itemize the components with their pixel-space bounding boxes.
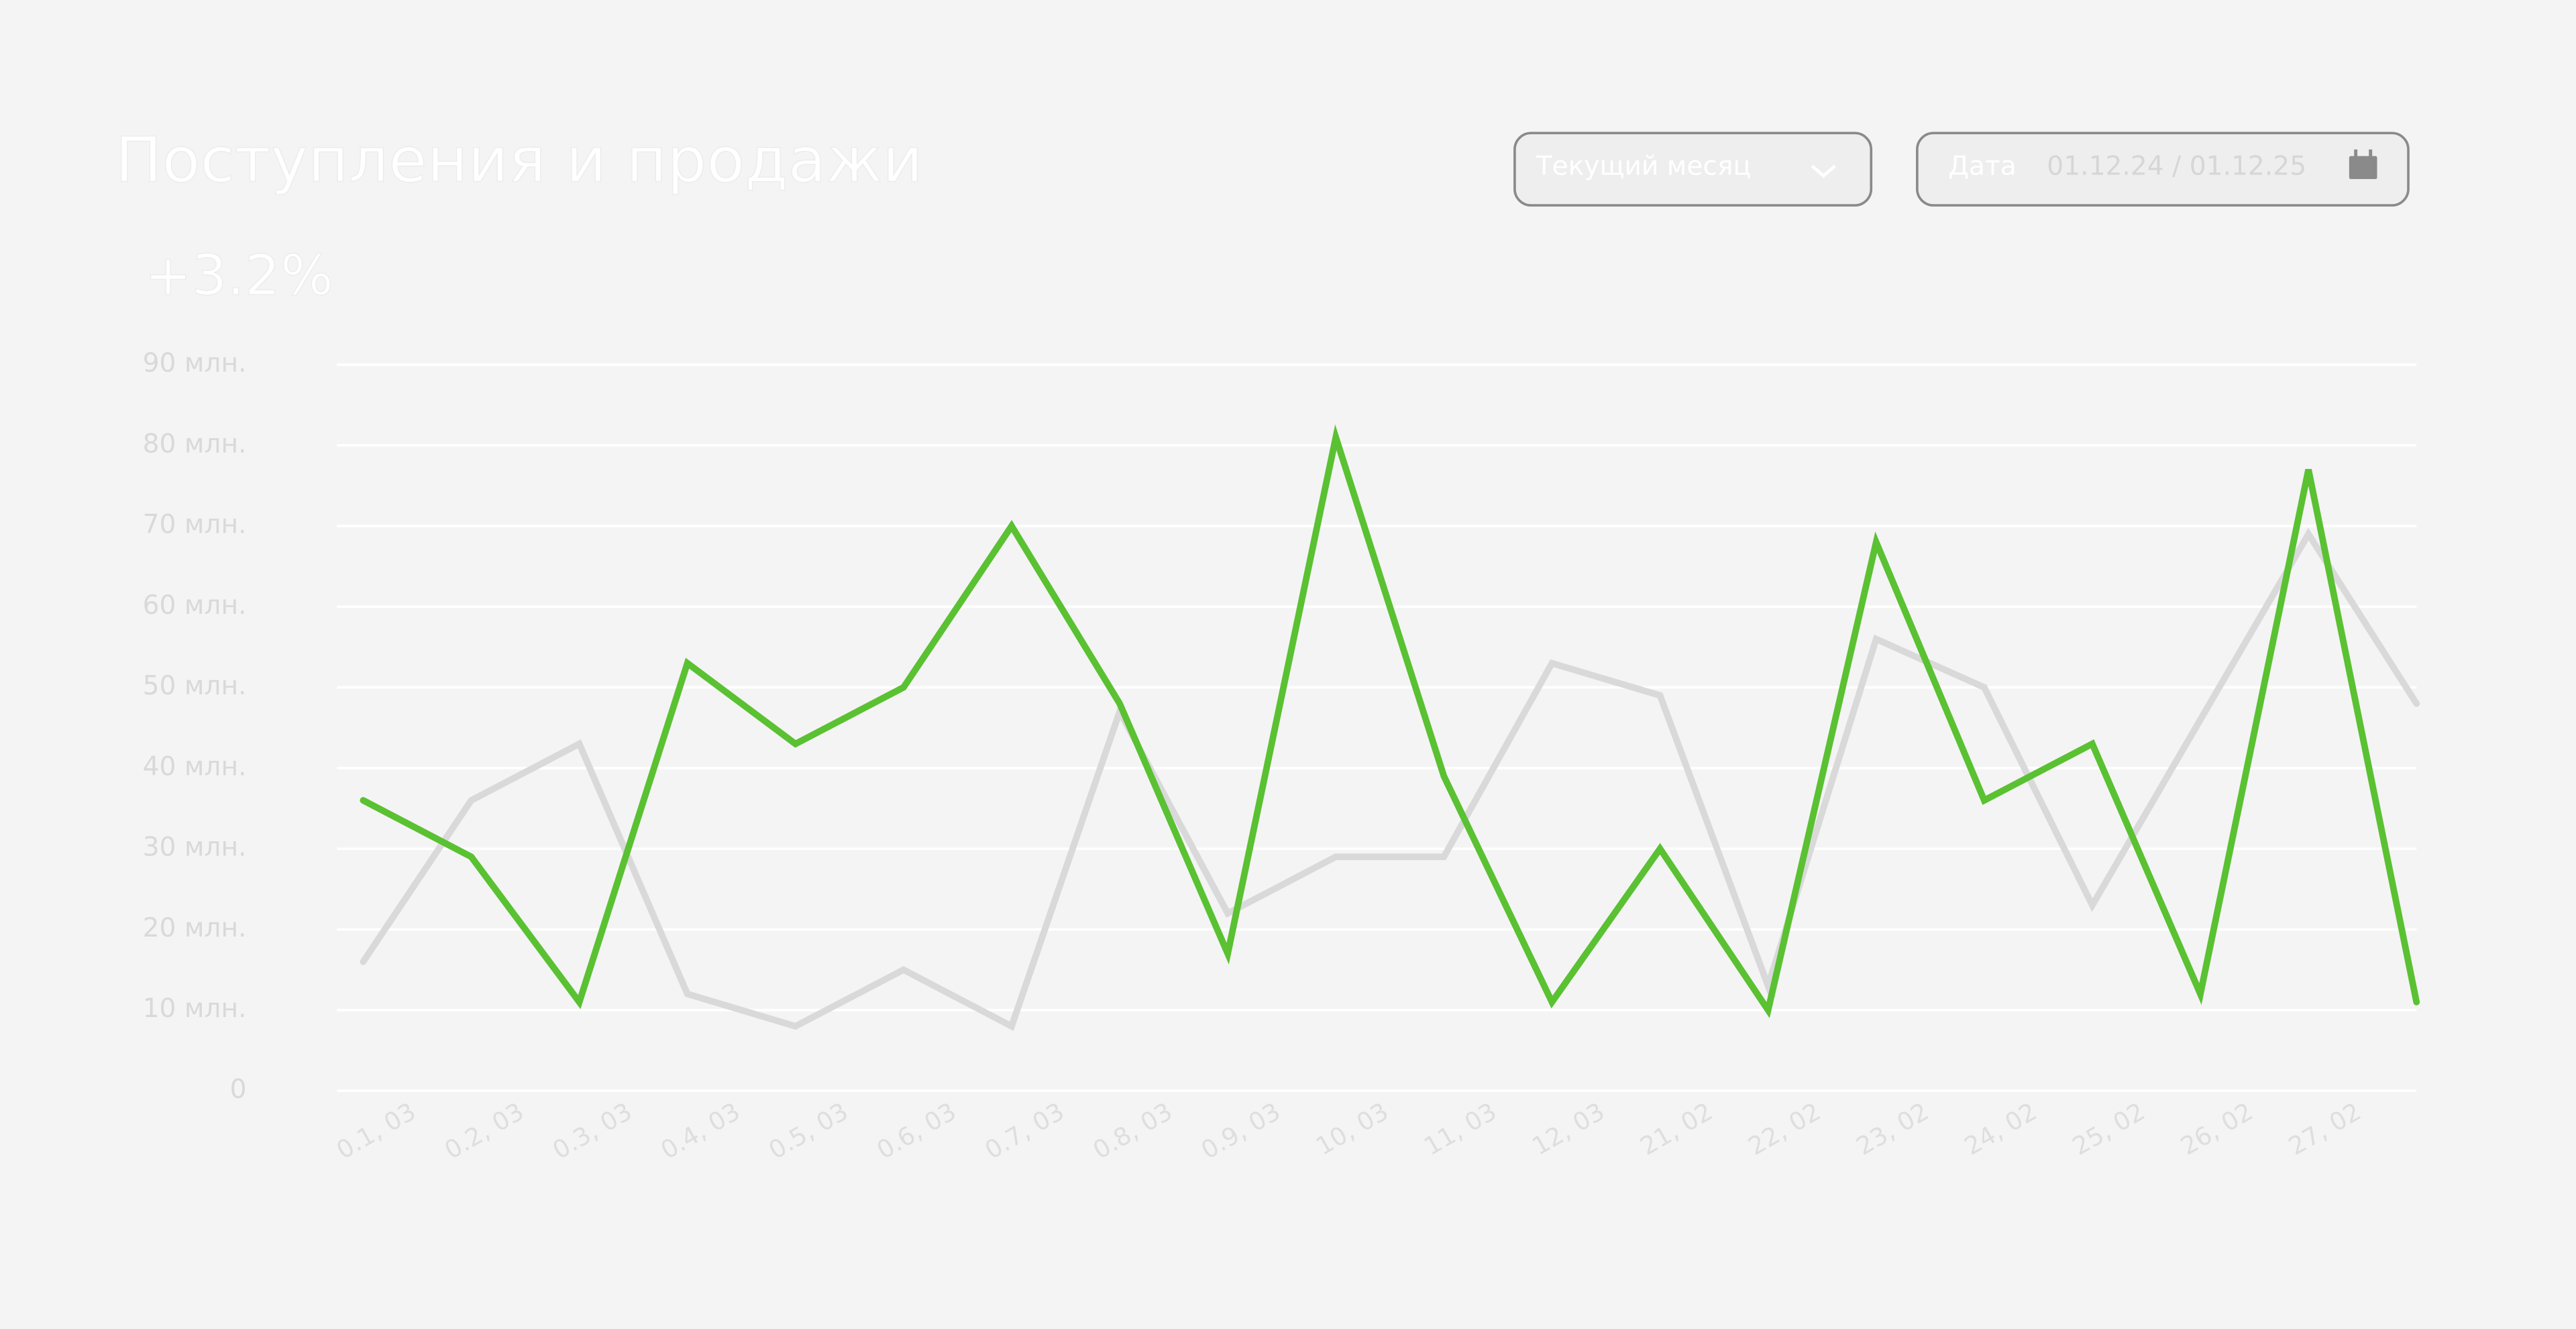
y-tick-label: 50 млн.	[143, 671, 247, 701]
y-tick-label: 80 млн.	[143, 429, 247, 459]
y-tick-label: 70 млн.	[143, 510, 247, 540]
date-range-picker[interactable]: Дата 01.12.24 / 01.12.25	[1916, 131, 2410, 207]
y-tick-label: 90 млн.	[143, 348, 247, 378]
period-select[interactable]: Текущий месяц	[1513, 131, 1873, 207]
y-tick-label: 40 млн.	[143, 751, 247, 782]
period-select-label: Текущий месяц	[1536, 151, 1751, 181]
chevron-icon	[1811, 164, 1837, 178]
change-indicator: +3.2%	[145, 243, 333, 308]
calendar-icon	[2349, 149, 2377, 179]
series-line	[360, 424, 2420, 1018]
date-label: Дата	[1948, 151, 2016, 181]
y-tick-label: 30 млн.	[143, 833, 247, 863]
y-tick-label: 60 млн.	[143, 590, 247, 621]
y-tick-label: 10 млн.	[143, 994, 247, 1024]
period-select-box[interactable]	[1513, 131, 1873, 207]
date-range-box[interactable]	[1916, 131, 2410, 207]
chart-title: Поступления и продажи	[115, 123, 923, 196]
y-tick-label: 0	[230, 1074, 247, 1104]
date-range: 01.12.24 / 01.12.25	[2047, 151, 2306, 181]
series-line	[360, 527, 2420, 1031]
y-tick-label: 20 млн.	[143, 913, 247, 943]
